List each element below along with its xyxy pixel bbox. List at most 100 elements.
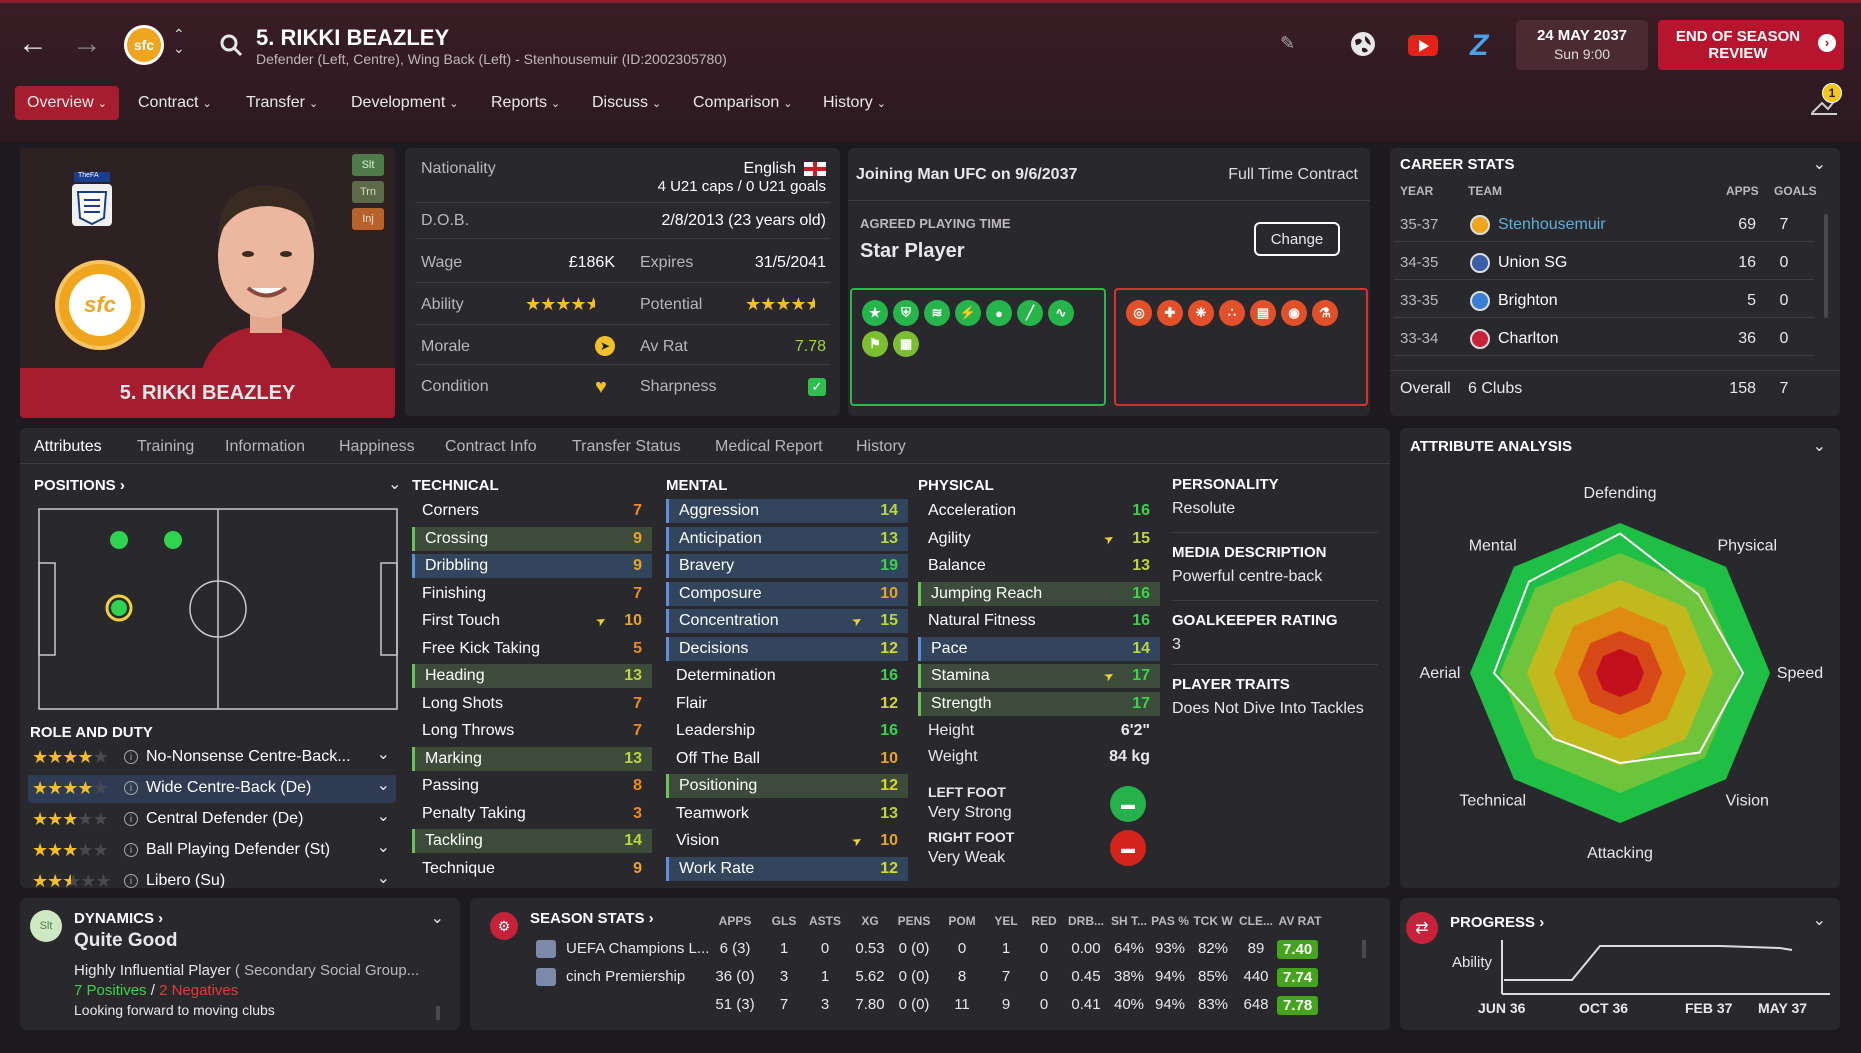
tab-medical-report[interactable]: Medical Report bbox=[715, 438, 823, 455]
season-col-header[interactable]: TCK W bbox=[1193, 914, 1233, 928]
tab-transfer-status[interactable]: Transfer Status bbox=[572, 438, 681, 455]
info-icon[interactable]: i bbox=[124, 750, 138, 764]
menu-overview[interactable]: Overview ⌄ bbox=[15, 86, 119, 120]
career-row[interactable]: 33-35 Brighton 5 0 bbox=[1394, 284, 1814, 318]
attribute-row[interactable]: First Touch ➤ 10 bbox=[412, 609, 652, 633]
flask-icon[interactable]: ⚗ bbox=[1312, 300, 1338, 326]
season-col-header[interactable]: AV RAT bbox=[1278, 914, 1322, 928]
season-col-header[interactable]: PENS bbox=[897, 914, 931, 928]
season-col-header[interactable]: GLS bbox=[771, 914, 797, 928]
head-icon[interactable]: ● bbox=[986, 300, 1012, 326]
attribute-row[interactable]: Balance 13 bbox=[918, 554, 1160, 578]
globe-icon[interactable] bbox=[1350, 31, 1376, 57]
season-col-header[interactable]: XG bbox=[861, 914, 879, 928]
shield-icon[interactable]: ⛨ bbox=[893, 300, 919, 326]
end-of-season-review-button[interactable]: END OF SEASON REVIEW › bbox=[1658, 20, 1844, 70]
menu-discuss[interactable]: Discuss ⌄ bbox=[592, 94, 661, 112]
target-icon[interactable]: ◎ bbox=[1126, 300, 1152, 326]
chevron-down-icon[interactable]: ⌄ bbox=[376, 870, 390, 887]
chevron-down-icon[interactable]: ⌄ bbox=[388, 476, 402, 493]
career-row[interactable]: 33-34 Charlton 36 0 bbox=[1394, 322, 1814, 356]
chevron-down-icon[interactable]: ⌄ bbox=[376, 808, 390, 825]
menu-contract[interactable]: Contract ⌄ bbox=[138, 94, 212, 112]
flag-icon[interactable]: ⚑ bbox=[862, 331, 888, 357]
chevron-down-icon[interactable]: ⌄ bbox=[430, 910, 444, 927]
attribute-row[interactable]: Finishing 7 bbox=[412, 582, 652, 606]
attribute-row[interactable]: Crossing 9 bbox=[412, 526, 652, 551]
position-dot-selected[interactable] bbox=[105, 594, 133, 622]
dynamics-scrollbar[interactable] bbox=[436, 1006, 440, 1020]
season-row[interactable]: cinch Premiership 36 (0) 3 1 5.62 0 (0) 8 7 0 0.4… bbox=[470, 966, 1370, 990]
attribute-row[interactable]: Bravery 19 bbox=[666, 554, 908, 578]
info-icon[interactable]: i bbox=[124, 874, 138, 888]
attribute-row[interactable]: Teamwork 13 bbox=[666, 802, 908, 826]
position-dot[interactable] bbox=[111, 600, 127, 616]
season-col-header[interactable]: POM bbox=[948, 914, 976, 928]
attribute-row[interactable]: Natural Fitness 16 bbox=[918, 609, 1160, 633]
role-row[interactable]: ★★★★★ i Central Defender (De) ⌄ bbox=[28, 806, 396, 834]
attribute-row[interactable]: Anticipation 13 bbox=[666, 526, 908, 551]
star-icon[interactable]: ★ bbox=[862, 300, 888, 326]
role-row[interactable]: ★★★★★ i Wide Centre-Back (De) ⌄ bbox=[28, 775, 396, 803]
attribute-row[interactable]: Free Kick Taking 5 bbox=[412, 637, 652, 661]
chevron-down-icon[interactable]: ⌄ bbox=[376, 839, 390, 856]
boots-icon[interactable]: ≋ bbox=[924, 300, 950, 326]
attribute-row[interactable]: Work Rate 12 bbox=[666, 856, 908, 881]
status-inj-badge[interactable]: Inj bbox=[352, 208, 384, 230]
chevron-down-icon[interactable]: ⌄ bbox=[1812, 912, 1826, 929]
season-stats-title[interactable]: SEASON STATS › bbox=[530, 910, 654, 927]
attribute-row[interactable]: Determination 16 bbox=[666, 664, 908, 688]
attribute-row[interactable]: Technique 9 bbox=[412, 857, 652, 881]
attribute-row[interactable]: Pace 14 bbox=[918, 636, 1160, 661]
document-icon[interactable]: ▤ bbox=[1250, 300, 1276, 326]
attribute-row[interactable]: Marking 13 bbox=[412, 746, 652, 771]
attribute-row[interactable]: Strength 17 bbox=[918, 691, 1160, 716]
dynamics-title[interactable]: DYNAMICS › bbox=[74, 910, 164, 927]
position-dot[interactable] bbox=[110, 531, 128, 549]
season-row[interactable]: 51 (3) 7 3 7.80 0 (0) 11 9 0 0.41 40% 94% 83% 648 7.7… bbox=[470, 994, 1370, 1018]
attribute-row[interactable]: Heading 13 bbox=[412, 664, 652, 688]
morale-arrow-icon[interactable]: ➤ bbox=[595, 336, 615, 356]
forward-arrow-icon[interactable]: → bbox=[72, 27, 102, 60]
attribute-row[interactable]: Agility ➤ 15 bbox=[918, 527, 1160, 551]
progress-title[interactable]: PROGRESS › bbox=[1450, 914, 1545, 931]
attribute-row[interactable]: Acceleration 16 bbox=[918, 499, 1160, 523]
attribute-row[interactable]: Stamina ➤ 17 bbox=[918, 664, 1160, 688]
menu-development[interactable]: Development ⌄ bbox=[351, 94, 459, 112]
season-row[interactable]: UEFA Champions L... 6 (3) 1 0 0.53 0 (0) 0 1 0 0.… bbox=[470, 938, 1370, 962]
info-icon[interactable]: i bbox=[124, 843, 138, 857]
club-badge-icon[interactable]: sfc bbox=[124, 25, 164, 65]
attribute-row[interactable]: Passing 8 bbox=[412, 774, 652, 798]
status-slt-badge[interactable]: Slt bbox=[352, 154, 384, 176]
attribute-row[interactable]: Leadership 16 bbox=[666, 719, 908, 743]
penalty-icon[interactable]: ◉ bbox=[1281, 300, 1307, 326]
menu-reports[interactable]: Reports ⌄ bbox=[491, 94, 560, 112]
season-col-header[interactable]: SH T... bbox=[1110, 914, 1147, 928]
pitch-icon[interactable]: ▦ bbox=[893, 331, 919, 357]
tab-contract-info[interactable]: Contract Info bbox=[445, 438, 537, 455]
foot-icon[interactable]: ❈ bbox=[1188, 300, 1214, 326]
date-display[interactable]: 24 MAY 2037 Sun 9:00 bbox=[1516, 20, 1648, 70]
menu-transfer[interactable]: Transfer ⌄ bbox=[246, 94, 318, 112]
career-team[interactable]: Stenhousemuir bbox=[1498, 216, 1606, 233]
leg-icon[interactable]: ╱ bbox=[1017, 300, 1043, 326]
medical-cross-icon[interactable]: ✚ bbox=[1157, 300, 1183, 326]
notifications-icon[interactable] bbox=[1808, 89, 1840, 117]
attribute-row[interactable]: Concentration ➤ 15 bbox=[666, 609, 908, 633]
z-app-icon[interactable]: Z bbox=[1470, 29, 1489, 62]
lightning-icon[interactable]: ⚡ bbox=[955, 300, 981, 326]
search-icon[interactable] bbox=[219, 33, 243, 57]
role-row[interactable]: ★★★★★ i Ball Playing Defender (St) ⌄ bbox=[28, 837, 396, 865]
chevron-down-icon[interactable]: ⌄ bbox=[376, 746, 390, 763]
attribute-row[interactable]: Decisions 12 bbox=[666, 636, 908, 661]
career-row[interactable]: 35-37 Stenhousemuir 69 7 bbox=[1394, 208, 1814, 242]
attribute-row[interactable]: Penalty Taking 3 bbox=[412, 802, 652, 826]
change-button[interactable]: Change bbox=[1254, 222, 1340, 256]
career-scrollbar[interactable] bbox=[1824, 214, 1828, 318]
club-switch-chevron-icon[interactable]: ⌃ ⌄ bbox=[173, 26, 185, 56]
pulse-icon[interactable]: ∿ bbox=[1048, 300, 1074, 326]
attribute-row[interactable]: Tackling 14 bbox=[412, 829, 652, 853]
career-row[interactable]: 34-35 Union SG 16 0 bbox=[1394, 246, 1814, 280]
attribute-row[interactable]: Positioning 12 bbox=[666, 774, 908, 798]
role-row[interactable]: ★★★★★ i No-Nonsense Centre-Back... ⌄ bbox=[28, 744, 396, 772]
